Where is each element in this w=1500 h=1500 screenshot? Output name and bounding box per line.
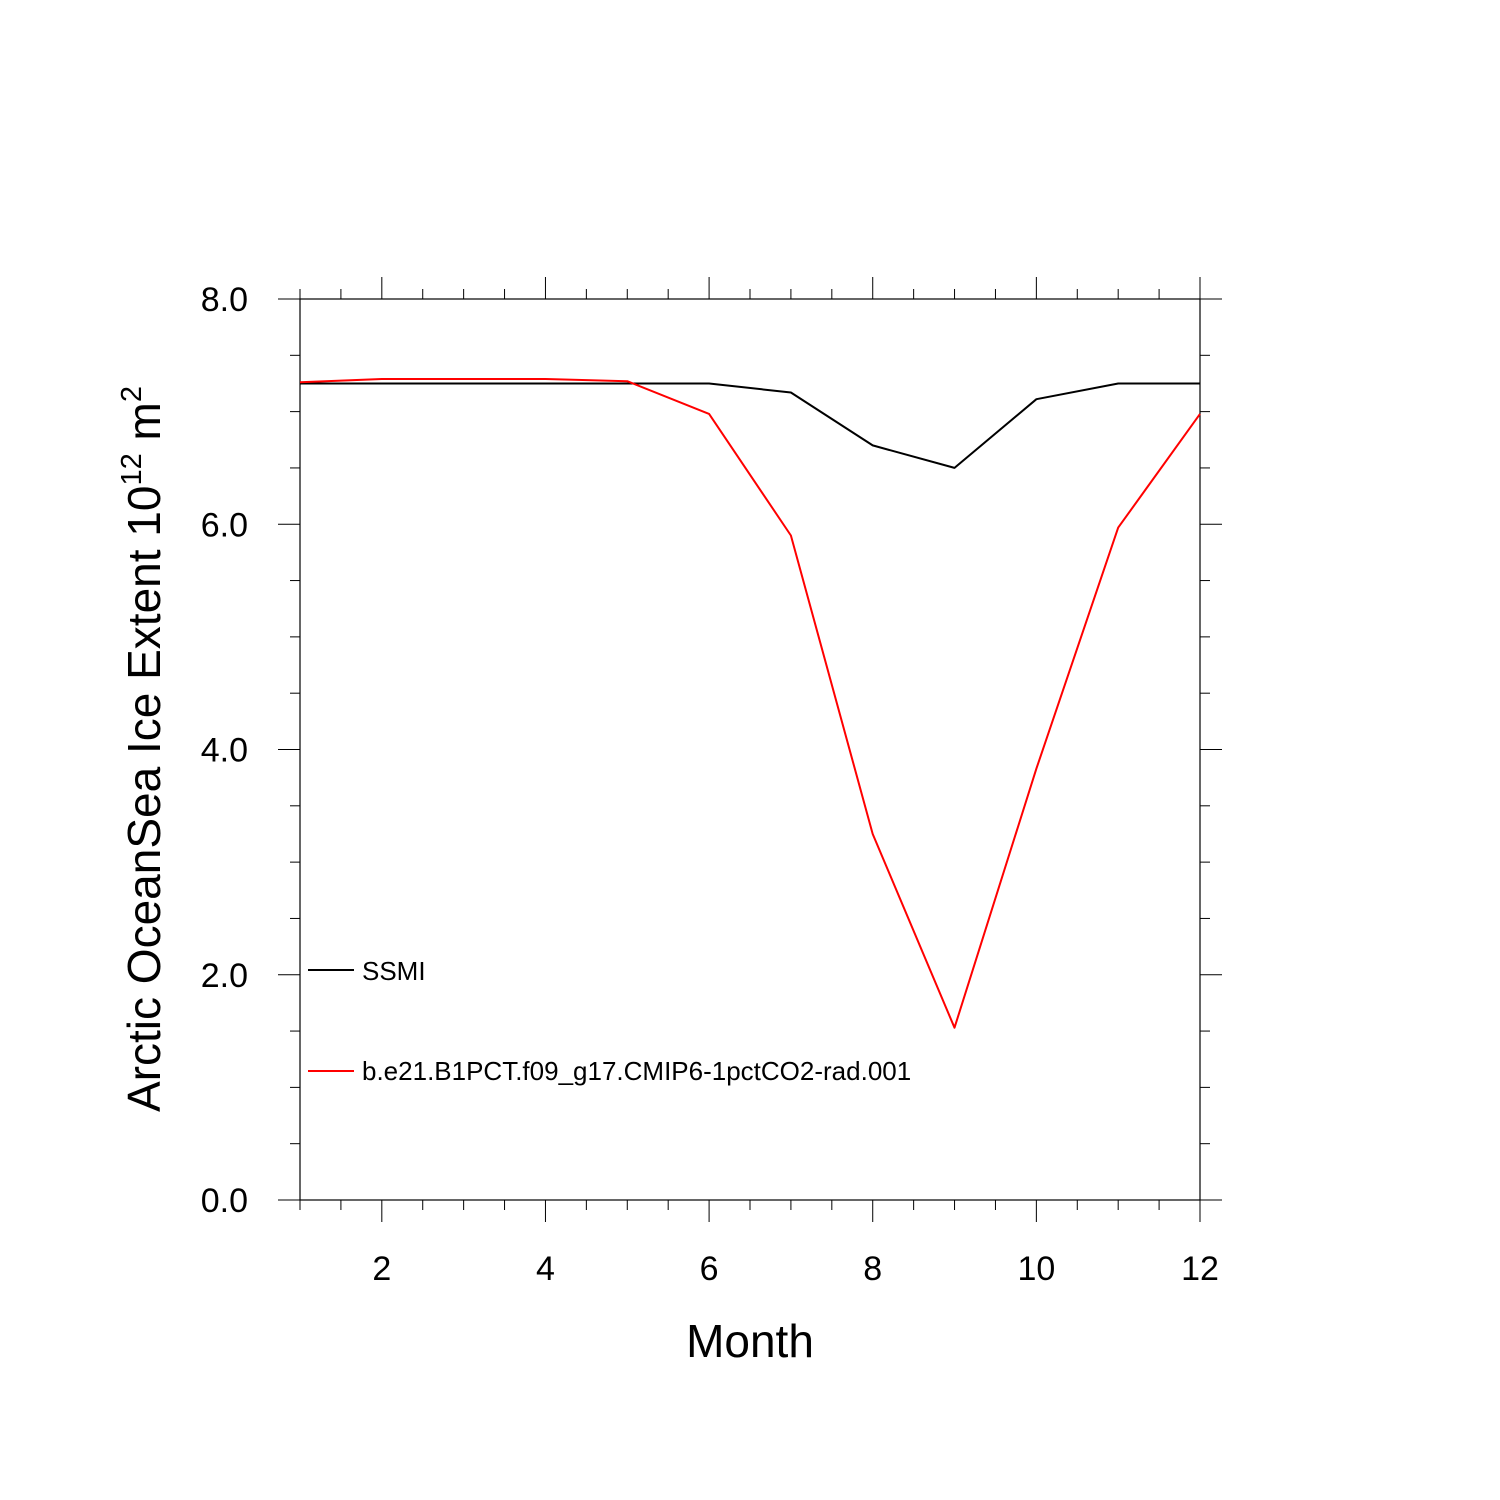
y-tick-label: 8.0	[201, 281, 248, 319]
y-tick-label: 2.0	[201, 957, 248, 995]
y-tick-label: 0.0	[201, 1182, 248, 1220]
legend-label-ssmi: SSMI	[362, 956, 426, 986]
x-tick-label: 2	[372, 1250, 391, 1288]
axis-tick-labels: 2 4 6 8 10 12 0.0 2.0 4.0 6.0 8.0	[201, 281, 1219, 1288]
y-tick-label: 4.0	[201, 732, 248, 770]
y-axis-title-main: Arctic OceanSea Ice Extent 10	[118, 486, 170, 1112]
x-tick-label: 10	[1017, 1250, 1055, 1288]
x-axis-title: Month	[686, 1315, 814, 1367]
axis-ticks	[278, 277, 1222, 1222]
x-tick-label: 6	[700, 1250, 719, 1288]
y-tick-label: 6.0	[201, 506, 248, 544]
series-lines	[299, 378, 1201, 1029]
x-tick-label: 12	[1181, 1250, 1219, 1288]
series-line-model	[299, 378, 1201, 1029]
y-axis-title-exponent: 12	[116, 453, 148, 485]
legend: SSMI b.e21.B1PCT.f09_g17.CMIP6-1pctCO2-r…	[308, 956, 911, 1086]
x-tick-label: 8	[863, 1250, 882, 1288]
y-axis-title-unit: m	[118, 402, 170, 453]
legend-label-model: b.e21.B1PCT.f09_g17.CMIP6-1pctCO2-rad.00…	[362, 1056, 911, 1086]
series-line-ssmi	[300, 382, 1200, 469]
y-axis-title-unit-exponent: 2	[116, 386, 148, 402]
x-tick-label: 4	[536, 1250, 555, 1288]
y-axis-title: Arctic OceanSea Ice Extent 1012 m2	[116, 386, 170, 1112]
